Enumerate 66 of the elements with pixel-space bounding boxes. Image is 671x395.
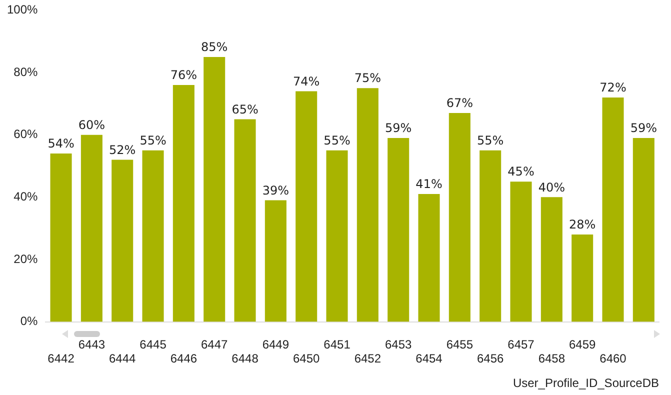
bar <box>326 150 348 322</box>
data-label: 54% <box>48 136 74 151</box>
data-label: 55% <box>140 134 166 148</box>
x-axis-title: User_Profile_ID_SourceDB <box>512 376 659 390</box>
data-label: 59% <box>630 121 658 136</box>
data-label: 75% <box>354 71 382 86</box>
bar <box>80 134 102 322</box>
bar <box>204 56 226 322</box>
data-label: 28% <box>569 218 596 232</box>
bar <box>264 200 286 322</box>
x-tick-label: 6452 <box>354 352 382 366</box>
x-tick-label: 6451 <box>324 337 351 352</box>
bar <box>448 113 470 322</box>
bar <box>356 88 378 322</box>
data-label: 55% <box>477 134 504 148</box>
y-tick-label: 60% <box>14 127 38 142</box>
data-label: 65% <box>232 102 258 116</box>
y-tick-label: 0% <box>20 314 38 328</box>
bar <box>142 150 164 322</box>
x-tick-label: 6443 <box>78 337 106 352</box>
data-label: 67% <box>446 96 474 110</box>
y-tick-label: 100% <box>6 2 38 17</box>
x-tick-label: 6444 <box>109 352 136 366</box>
data-label: 74% <box>293 74 320 88</box>
data-label: 52% <box>109 142 136 157</box>
x-tick-label: 6446 <box>170 352 198 366</box>
data-label: 72% <box>600 80 626 95</box>
bar <box>50 154 72 322</box>
bar <box>572 234 594 322</box>
bar <box>510 182 532 322</box>
data-label: 55% <box>324 134 350 148</box>
x-tick-label: 6458 <box>538 352 566 366</box>
bar <box>296 91 318 322</box>
bar <box>112 160 134 322</box>
bar <box>480 150 502 322</box>
data-label: 39% <box>262 183 290 198</box>
data-label: 45% <box>508 164 534 179</box>
bar <box>540 197 562 322</box>
y-tick-label: 40% <box>14 189 38 204</box>
bar <box>234 119 256 322</box>
data-label: 85% <box>201 40 228 54</box>
data-label: 41% <box>416 177 442 192</box>
bar <box>388 138 410 322</box>
data-label: 59% <box>385 121 412 136</box>
data-label: 60% <box>78 118 106 132</box>
x-tick-label: 6456 <box>476 352 504 366</box>
data-label: 40% <box>538 180 566 194</box>
x-tick-label: 6453 <box>384 337 412 352</box>
x-tick-label: 6447 <box>201 337 228 352</box>
x-tick-label: 6460 <box>600 352 627 366</box>
x-tick-label: 6454 <box>416 352 443 366</box>
bar <box>602 97 624 322</box>
x-tick-label: 6457 <box>508 337 535 352</box>
x-tick-label: 6442 <box>48 352 75 366</box>
x-tick-label: 6459 <box>568 337 596 352</box>
x-tick-label: 6448 <box>232 352 259 366</box>
bar <box>418 194 440 322</box>
y-tick-label: 80% <box>14 64 38 79</box>
y-tick-label: 20% <box>14 252 38 266</box>
x-tick-label: 6449 <box>262 337 290 352</box>
data-label: 76% <box>170 68 198 82</box>
bar <box>632 138 654 322</box>
x-tick-label: 6455 <box>446 337 474 352</box>
x-tick-label: 6450 <box>292 352 320 366</box>
bar <box>172 84 194 322</box>
x-tick-label: 6445 <box>140 337 167 352</box>
